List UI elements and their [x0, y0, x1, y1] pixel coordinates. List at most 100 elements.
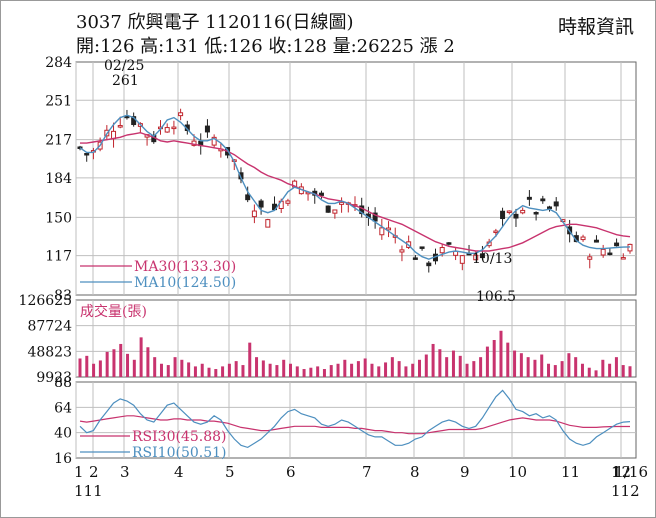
candle-body: [379, 227, 385, 236]
volume-bar: [180, 359, 184, 377]
volume-bar: [472, 361, 476, 377]
volume-bar: [580, 363, 584, 377]
volume-bar: [513, 350, 517, 377]
x-tick-label: 7: [362, 463, 372, 481]
candles-group: [77, 108, 633, 273]
price-y-tick: 117: [45, 249, 72, 265]
legend-label-rsi-1: RSI10(50.51): [132, 445, 226, 461]
volume-bar: [350, 363, 354, 377]
volume-bar: [316, 366, 320, 377]
candle-body: [117, 125, 123, 128]
volume-y-tick: 126625: [19, 293, 72, 309]
rsi-y-tick: 16: [54, 451, 72, 467]
volume-bar: [540, 354, 544, 377]
candle-body: [506, 210, 512, 214]
volume-bar: [390, 357, 394, 377]
publisher-name: 時報資訊: [557, 16, 634, 38]
x-tick-label: 4: [174, 463, 184, 481]
rsi-y-tick: 40: [54, 426, 72, 442]
candle-body: [399, 249, 405, 253]
price-y-tick: 251: [45, 93, 72, 109]
volume-bar: [112, 349, 116, 377]
x-tick-label: 5: [225, 463, 235, 481]
candle-body: [171, 126, 177, 130]
candle-body: [553, 201, 559, 207]
volume-y-tick: 48823: [27, 344, 72, 360]
candle-body: [500, 210, 506, 220]
rsi-line-0: [79, 415, 630, 435]
candle-body: [211, 136, 217, 146]
volume-bar: [370, 363, 374, 377]
volume-bar: [322, 369, 326, 377]
price-y-tick: 217: [45, 133, 72, 149]
candle-body: [178, 112, 184, 117]
candle-body: [547, 206, 553, 209]
candle-body: [372, 212, 378, 222]
x-year-label-start: 111: [74, 482, 103, 500]
volume-bar: [343, 359, 347, 377]
volume-bar: [241, 365, 245, 377]
candle-body: [614, 242, 620, 247]
volume-y-tick: 87724: [27, 319, 72, 335]
volume-bar: [608, 363, 612, 377]
chart-title: 3037 欣興電子 1120116(日線圖): [76, 12, 354, 33]
volume-bar: [248, 342, 252, 377]
low-value-label: 106.5: [476, 289, 516, 305]
volume-bar: [465, 363, 469, 377]
x-tick-label: 2: [89, 463, 99, 481]
x-tick-label: 9: [460, 463, 470, 481]
x-tick-label: 1: [74, 463, 84, 481]
volume-bar: [234, 361, 238, 377]
volume-bar: [119, 343, 123, 377]
candle-body: [520, 209, 526, 214]
candle-body: [318, 192, 324, 196]
volume-bar: [356, 361, 360, 377]
volume-bar: [159, 363, 163, 377]
candle-body: [164, 127, 170, 133]
candle-body: [473, 254, 479, 261]
volume-bar: [92, 363, 96, 377]
candle-body: [479, 253, 485, 259]
volume-bar: [288, 363, 292, 377]
volume-bar: [445, 357, 449, 377]
candle-body: [533, 211, 539, 215]
x-tick-label: 10: [508, 463, 527, 481]
candle-body: [419, 246, 425, 249]
volume-bar: [621, 365, 625, 377]
low-date-label: 10/13: [472, 251, 512, 267]
volume-bar: [451, 350, 455, 377]
volume-bar: [227, 363, 231, 377]
volume-bar: [411, 363, 415, 377]
candle-body: [332, 209, 338, 214]
volume-bar: [594, 370, 598, 377]
x-tick-label: 6: [286, 463, 296, 481]
candle-body: [245, 194, 251, 201]
volume-bar: [336, 363, 340, 377]
candle-body: [580, 236, 586, 241]
volume-bar: [458, 355, 462, 377]
high-value-label: 261: [112, 73, 139, 89]
x-year-label-end: 112: [611, 482, 640, 500]
x-tick-label: 12: [612, 463, 631, 481]
candle-body: [593, 239, 599, 243]
candle-body: [446, 242, 452, 245]
volume-bar: [173, 357, 177, 377]
volume-bar: [560, 361, 564, 377]
candle-body: [386, 227, 392, 231]
price-y-tick: 150: [45, 210, 72, 226]
candle-body: [587, 256, 593, 260]
volume-bar: [268, 363, 272, 377]
volume-bar: [553, 365, 557, 377]
volume-bar: [506, 342, 510, 377]
volume-bar: [329, 365, 333, 377]
candle-body: [513, 213, 519, 219]
volume-bar: [601, 359, 605, 377]
volume-bar: [418, 359, 422, 377]
volume-bar: [519, 353, 523, 377]
volume-bar: [105, 351, 109, 377]
volume-bar: [255, 357, 259, 377]
candle-body: [265, 219, 271, 228]
volume-bar: [377, 366, 381, 377]
candle-body: [258, 200, 264, 208]
